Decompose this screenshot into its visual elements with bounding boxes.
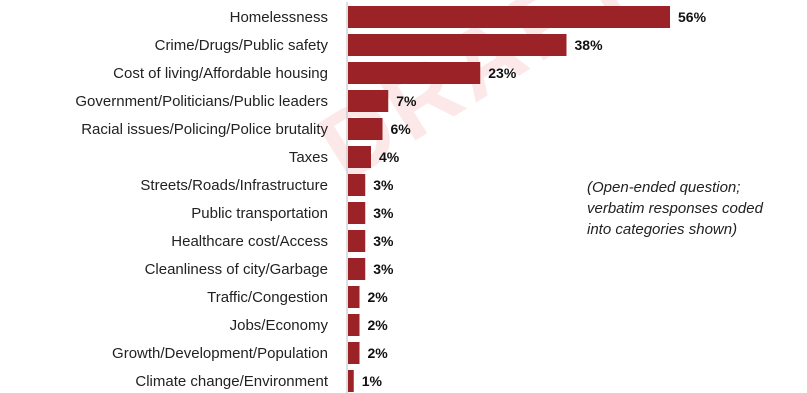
category-label: Climate change/Environment xyxy=(135,373,328,390)
value-label: 2% xyxy=(368,289,389,305)
value-label: 3% xyxy=(373,177,394,193)
value-label: 2% xyxy=(368,317,389,333)
category-label: Cleanliness of city/Garbage xyxy=(145,261,328,278)
bar xyxy=(348,230,366,252)
bar xyxy=(348,258,366,280)
category-label: Racial issues/Policing/Police brutality xyxy=(81,121,328,138)
bar xyxy=(348,286,360,308)
category-label: Traffic/Congestion xyxy=(207,289,328,306)
bars-group: Homelessness 56% Crime/Drugs/Public safety… xyxy=(75,6,707,392)
bar xyxy=(348,62,481,84)
value-label: 4% xyxy=(379,149,400,165)
value-label: 23% xyxy=(488,65,517,81)
bar xyxy=(348,118,383,140)
value-label: 3% xyxy=(373,205,394,221)
category-label: Crime/Drugs/Public safety xyxy=(155,37,329,54)
bar xyxy=(348,146,371,168)
value-label: 3% xyxy=(373,233,394,249)
bar xyxy=(348,314,360,336)
value-label: 3% xyxy=(373,261,394,277)
bar xyxy=(348,202,366,224)
bar xyxy=(348,6,670,28)
category-label: Government/Politicians/Public leaders xyxy=(75,93,328,110)
chart-note: (Open-ended question; verbatim responses… xyxy=(587,177,802,240)
value-label: 1% xyxy=(362,373,383,389)
value-label: 7% xyxy=(396,93,417,109)
bar xyxy=(348,342,360,364)
bar xyxy=(348,370,354,392)
category-label: Cost of living/Affordable housing xyxy=(113,65,328,82)
category-label: Jobs/Economy xyxy=(230,317,329,334)
value-label: 38% xyxy=(575,37,604,53)
category-label: Taxes xyxy=(289,149,328,166)
note-line-1: (Open-ended question; xyxy=(587,179,741,196)
note-line-3: into categories shown) xyxy=(587,221,738,238)
category-label: Public transportation xyxy=(191,205,328,222)
note-line-2: verbatim responses coded xyxy=(587,200,763,217)
bar xyxy=(348,90,389,112)
value-label: 6% xyxy=(391,121,412,137)
bar xyxy=(348,174,366,196)
bar xyxy=(348,34,567,56)
category-label: Homelessness xyxy=(230,9,328,26)
category-label: Growth/Development/Population xyxy=(112,345,328,362)
value-label: 2% xyxy=(368,345,389,361)
value-label: 56% xyxy=(678,9,707,25)
category-label: Healthcare cost/Access xyxy=(171,233,328,250)
category-label: Streets/Roads/Infrastructure xyxy=(140,177,328,194)
